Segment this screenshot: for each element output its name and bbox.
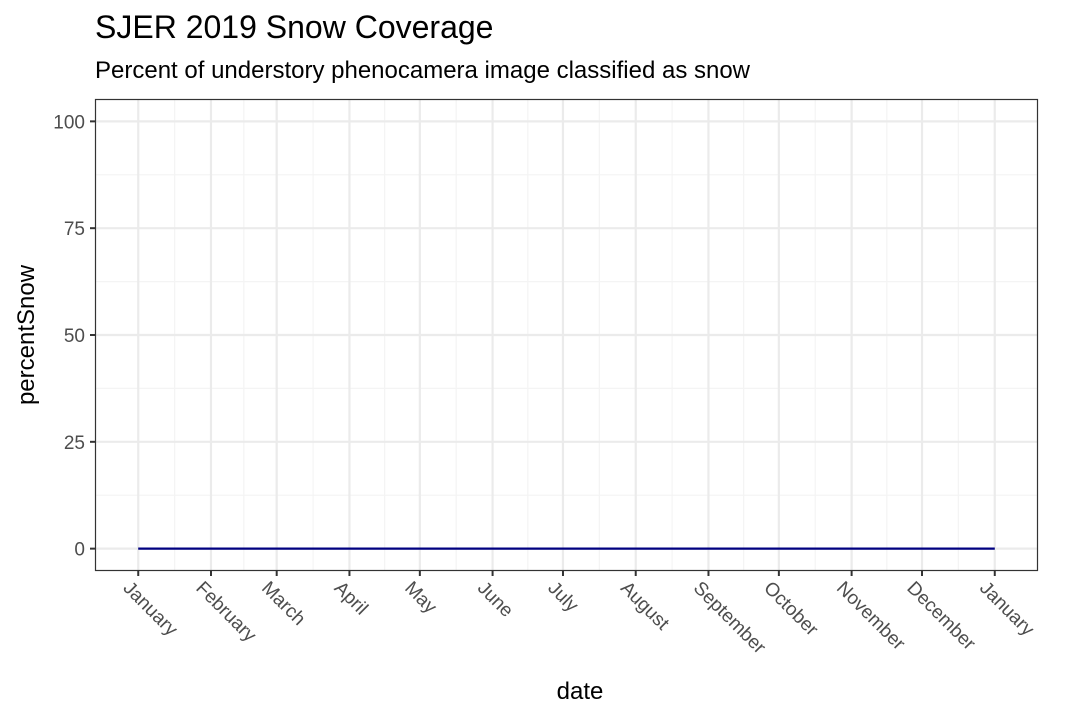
y-tick-label: 25 bbox=[64, 433, 85, 454]
major-y-gridlines bbox=[96, 120, 1037, 550]
x-tick-label: February bbox=[191, 578, 260, 647]
chart-subtitle: Percent of understory phenocamera image … bbox=[95, 57, 751, 84]
x-tick-label: April bbox=[330, 578, 372, 620]
chart-title: SJER 2019 Snow Coverage bbox=[95, 9, 493, 45]
x-tick-label: January bbox=[119, 578, 182, 641]
x-tick-label: September bbox=[689, 578, 770, 659]
y-tick-label: 50 bbox=[64, 326, 85, 347]
y-axis-title: percentSnow bbox=[13, 264, 40, 405]
y-tick-label: 0 bbox=[74, 540, 85, 561]
y-tick-label: 75 bbox=[64, 219, 85, 240]
x-tick-label: June bbox=[473, 578, 517, 622]
x-tick-label: July bbox=[543, 578, 582, 617]
minor-y-gridlines bbox=[96, 174, 1037, 496]
x-tick-label: December bbox=[902, 578, 979, 655]
x-axis-title: date bbox=[557, 678, 604, 705]
x-tick-label: November bbox=[832, 578, 909, 655]
x-tick-label: May bbox=[400, 578, 441, 619]
x-tick-label: March bbox=[257, 578, 309, 630]
y-tick-label: 100 bbox=[53, 112, 85, 133]
major-x-gridlines bbox=[137, 100, 996, 570]
x-tick-label: August bbox=[616, 578, 673, 635]
x-tick-label: January bbox=[975, 578, 1038, 641]
x-tick-label: October bbox=[759, 578, 822, 641]
y-axis: 0 25 50 75 100 bbox=[53, 112, 96, 561]
